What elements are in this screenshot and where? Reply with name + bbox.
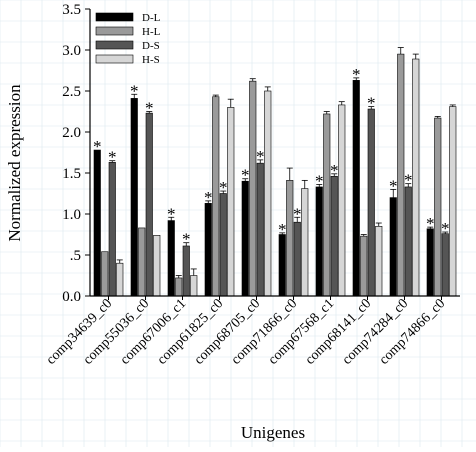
y-tick-label: 0.0: [62, 289, 81, 305]
significance-marker: *: [219, 178, 228, 197]
bar: [352, 80, 360, 297]
bar: [367, 108, 375, 297]
y-axis-label: Normalized expression: [5, 84, 24, 242]
bars-group: * * * * * * * * * * * * * * * * * * * *: [93, 47, 457, 297]
bar: [167, 220, 175, 297]
bar: [108, 162, 116, 297]
significance-marker: *: [167, 204, 176, 223]
significance-marker: *: [108, 148, 117, 167]
bar: [175, 277, 183, 297]
significance-marker: *: [352, 65, 361, 84]
legend-swatch: [95, 40, 134, 50]
bar: [375, 226, 383, 297]
bar: [412, 58, 420, 297]
legend-swatch: [95, 12, 134, 22]
bar: [449, 106, 457, 297]
y-tick-label: 2.5: [62, 84, 81, 100]
legend-label: D-L: [142, 12, 161, 24]
significance-marker: *: [330, 161, 339, 180]
significance-marker: *: [389, 176, 398, 195]
bar: [278, 234, 286, 297]
bar: [227, 107, 235, 297]
significance-marker: *: [315, 171, 324, 190]
bar: [182, 245, 190, 297]
bar: [241, 180, 249, 297]
legend-swatch: [95, 54, 134, 64]
x-axis-label: Unigenes: [241, 423, 305, 442]
bar: [153, 235, 161, 297]
legend-label: H-S: [142, 54, 160, 66]
significance-marker: *: [241, 166, 250, 185]
significance-marker: *: [204, 188, 213, 207]
bar: [101, 251, 109, 297]
y-tick-label: 2.0: [62, 125, 81, 141]
bar: [338, 104, 346, 297]
bar: [360, 235, 368, 297]
legend-label: H-L: [142, 26, 161, 38]
significance-marker: *: [426, 214, 435, 233]
legend-label: D-S: [142, 40, 160, 52]
y-tick-label: 3.5: [62, 2, 81, 18]
bar: [249, 80, 257, 297]
bar: [219, 193, 227, 297]
bar: [330, 175, 338, 297]
bar: [389, 197, 397, 297]
significance-marker: *: [367, 94, 376, 113]
bar: [301, 188, 309, 297]
significance-marker: *: [278, 220, 287, 239]
significance-marker: *: [404, 171, 413, 190]
legend-swatch: [95, 26, 134, 36]
bar: [434, 117, 442, 297]
bar: [145, 112, 153, 297]
significance-marker: *: [293, 204, 302, 223]
bar: [130, 98, 138, 297]
legend: D-L H-L D-S H-S: [95, 12, 161, 66]
significance-marker: *: [130, 81, 139, 100]
y-tick-label: .5: [70, 248, 81, 264]
bar: [116, 262, 124, 297]
bar: [286, 180, 294, 297]
significance-marker: *: [145, 99, 154, 118]
bar: [190, 275, 198, 297]
bar: [441, 233, 449, 297]
bar: [256, 162, 264, 297]
significance-marker: *: [256, 147, 265, 166]
significance-marker: *: [182, 230, 191, 249]
significance-marker: *: [93, 137, 102, 156]
bar: [204, 203, 212, 297]
bar: [264, 90, 272, 297]
y-tick-label: 1.5: [62, 166, 81, 182]
significance-marker: *: [441, 219, 450, 238]
bar: [426, 228, 434, 297]
bar: [315, 186, 323, 297]
bar: [93, 149, 101, 297]
y-tick-label: 3.0: [62, 43, 81, 59]
bar: [323, 113, 331, 297]
bar: [138, 227, 146, 297]
y-tick-label: 1.0: [62, 207, 81, 223]
bar: [404, 186, 412, 297]
bar: [293, 221, 301, 297]
